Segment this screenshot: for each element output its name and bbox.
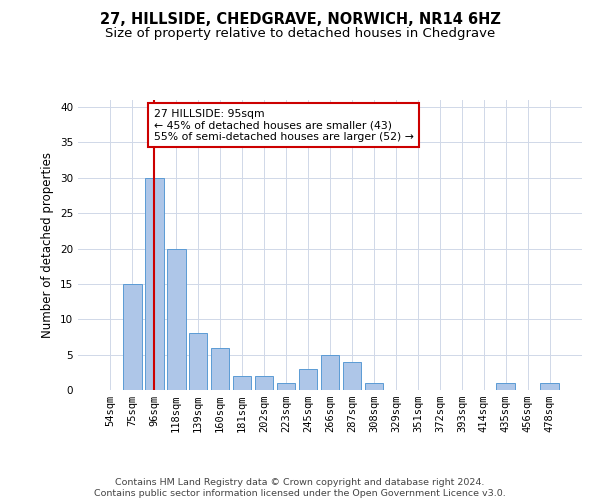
Bar (299, 369, 317, 390)
Bar (189, 334, 208, 390)
Bar (320, 354, 340, 390)
Bar (496, 383, 515, 390)
Bar (277, 383, 295, 390)
Bar (541, 383, 559, 390)
Bar (233, 376, 251, 390)
Bar (167, 248, 185, 390)
Bar (365, 383, 383, 390)
Y-axis label: Number of detached properties: Number of detached properties (41, 152, 55, 338)
Bar (211, 348, 229, 390)
Bar (255, 376, 274, 390)
Text: Contains HM Land Registry data © Crown copyright and database right 2024.
Contai: Contains HM Land Registry data © Crown c… (94, 478, 506, 498)
Text: 27 HILLSIDE: 95sqm
← 45% of detached houses are smaller (43)
55% of semi-detache: 27 HILLSIDE: 95sqm ← 45% of detached hou… (154, 108, 413, 142)
Bar (123, 284, 142, 390)
Text: Size of property relative to detached houses in Chedgrave: Size of property relative to detached ho… (105, 28, 495, 40)
Bar (145, 178, 164, 390)
Bar (343, 362, 361, 390)
Text: 27, HILLSIDE, CHEDGRAVE, NORWICH, NR14 6HZ: 27, HILLSIDE, CHEDGRAVE, NORWICH, NR14 6… (100, 12, 500, 28)
